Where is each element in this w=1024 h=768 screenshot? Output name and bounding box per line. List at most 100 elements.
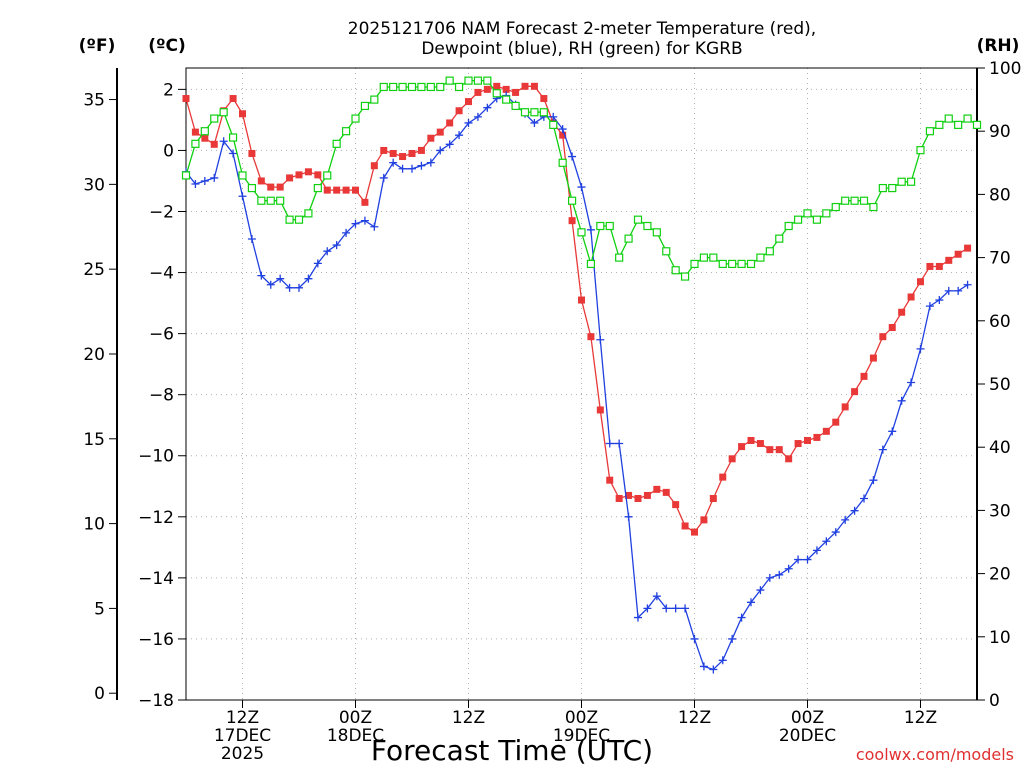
x-tick-label: 12Z (678, 708, 711, 728)
celsius-tick-label: −12 (138, 508, 174, 528)
temperature-point (775, 446, 783, 454)
fahrenheit-tick-label: 20 (83, 345, 105, 365)
rh-tick-label: 60 (989, 312, 1011, 332)
temperature-point (276, 183, 284, 191)
x-tick-label: 12Z (452, 708, 485, 728)
temperature-point (191, 128, 199, 136)
temperature-point (408, 149, 416, 157)
temperature-point (568, 217, 576, 225)
dewpoint-point (483, 103, 492, 112)
rh-point (304, 209, 313, 218)
temperature-point (738, 443, 746, 451)
rh-point (181, 171, 191, 180)
rh-point (266, 196, 275, 205)
temperature-point (879, 333, 887, 341)
rh-point (360, 101, 370, 111)
dewpoint-line (185, 94, 968, 671)
rh-point (586, 259, 596, 269)
dewpoint-point (756, 586, 765, 595)
dewpoint-point (822, 537, 831, 546)
rh-point (662, 247, 671, 256)
rh-point (379, 82, 388, 92)
rh-point (219, 108, 228, 117)
temperature-point (822, 427, 830, 435)
x-tick-label: 00Z (791, 708, 824, 728)
dewpoint-point (841, 515, 850, 524)
temperature-point (700, 516, 708, 524)
temperature-point (399, 153, 407, 161)
celsius-tick-label: −14 (138, 569, 174, 589)
dewpoint-point (389, 158, 398, 167)
dewpoint-point (803, 555, 812, 564)
rh-point (944, 114, 953, 123)
rh-point (313, 183, 322, 193)
dewpoint-series (182, 91, 972, 674)
rh-point (605, 221, 614, 231)
temperature-point (493, 82, 501, 90)
dewpoint-point (605, 439, 614, 448)
dewpoint-point (634, 613, 642, 622)
x-tick-label: 12Z (904, 708, 937, 728)
dewpoint-point (417, 161, 426, 170)
rh-axis-unit: (RH) (977, 36, 1020, 56)
rh-point (633, 215, 643, 224)
temperature-point (964, 244, 972, 252)
dewpoint-point (577, 183, 586, 192)
rh-point (869, 202, 878, 212)
rh-point (671, 266, 680, 275)
temperature-point (474, 88, 482, 96)
rh-point (850, 196, 859, 205)
rh-point (822, 209, 831, 218)
rh-point (276, 196, 285, 205)
dewpoint-point (464, 118, 473, 127)
rh-point (210, 114, 219, 123)
rh-point (925, 127, 935, 136)
rh-point (332, 139, 341, 148)
dewpoint-point (200, 176, 209, 185)
dewpoint-point (897, 396, 906, 405)
temperature-point (210, 140, 218, 148)
rh-point (699, 253, 709, 262)
x-tick-label: 00Z (339, 708, 372, 728)
rh-tick-label: 50 (989, 375, 1011, 395)
temperature-point (512, 88, 520, 96)
rh-point (294, 215, 304, 224)
rh-point (709, 253, 718, 262)
dewpoint-point (718, 656, 727, 665)
temperature-point (295, 171, 303, 179)
rh-point (831, 202, 840, 212)
temperature-point (841, 403, 849, 411)
fahrenheit-tick-label: 15 (83, 430, 105, 450)
x-tick-label: 2025 (221, 744, 264, 764)
rh-point (765, 247, 774, 256)
rh-point (454, 82, 464, 92)
rh-point (520, 108, 530, 117)
temperature-point (860, 372, 868, 380)
temperature-point (389, 149, 397, 157)
dewpoint-point (360, 216, 369, 225)
rh-point (238, 171, 247, 180)
celsius-axis-unit: (ºC) (148, 36, 186, 56)
temperature-point (342, 186, 350, 194)
rh-point (916, 146, 925, 155)
dewpoint-point (671, 604, 680, 613)
dewpoint-point (379, 173, 388, 182)
rh-point (341, 127, 351, 136)
x-tick-label: 18DEC (327, 726, 384, 746)
rh-point (398, 82, 407, 92)
dewpoint-point (332, 241, 341, 250)
x-tick-label: 20DEC (779, 726, 836, 746)
rh-point (436, 82, 445, 92)
temperature-point (606, 476, 614, 484)
temperature-point (945, 256, 953, 264)
temperature-point (559, 131, 567, 139)
temperature-point (804, 436, 811, 444)
dewpoint-point (445, 140, 454, 149)
temperature-point (333, 186, 341, 194)
rh-tick-label: 40 (989, 438, 1011, 458)
rh-point (464, 76, 473, 85)
dewpoint-point (765, 573, 774, 582)
temperature-point (540, 95, 548, 103)
celsius-tick-label: −16 (138, 630, 174, 650)
dewpoint-point (426, 158, 435, 167)
